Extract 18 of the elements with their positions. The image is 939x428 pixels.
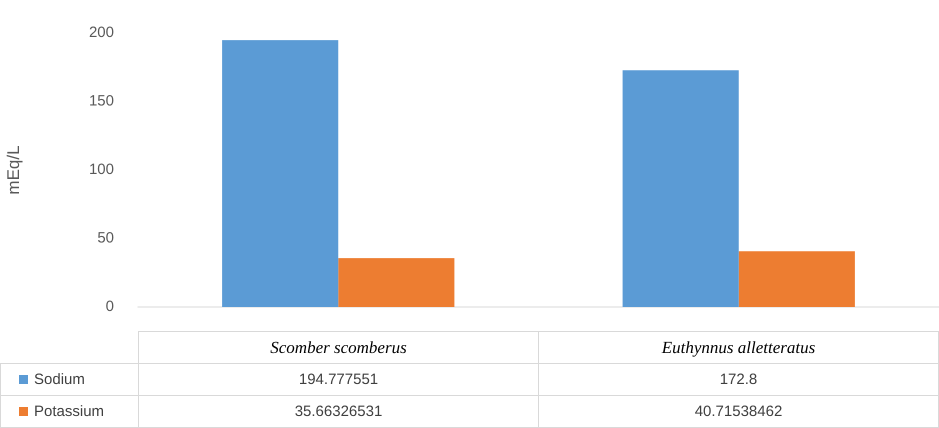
y-tick-label: 50 (97, 230, 114, 247)
bar (338, 258, 454, 307)
y-axis-title: mEq/L (4, 145, 23, 195)
y-tick-label: 150 (88, 92, 114, 110)
data-label: 172.8 (538, 364, 938, 396)
y-tick-label: 0 (106, 298, 114, 316)
x-tick-label: Scomber scomberus (138, 332, 538, 364)
y-tick-label: 100 (88, 161, 114, 178)
y-tick-label: 200 (88, 24, 114, 42)
x-tick-label: Euthynnus alletteratus (538, 332, 938, 364)
data-label: 40.71538462 (538, 396, 938, 428)
bar (622, 70, 739, 307)
bar (222, 40, 338, 307)
data-label: 194.777551 (138, 364, 538, 396)
legend-label: Sodium (0, 364, 138, 396)
bar (738, 251, 855, 307)
legend-label: Potassium (0, 396, 138, 428)
data-label: 35.66326531 (138, 396, 538, 428)
